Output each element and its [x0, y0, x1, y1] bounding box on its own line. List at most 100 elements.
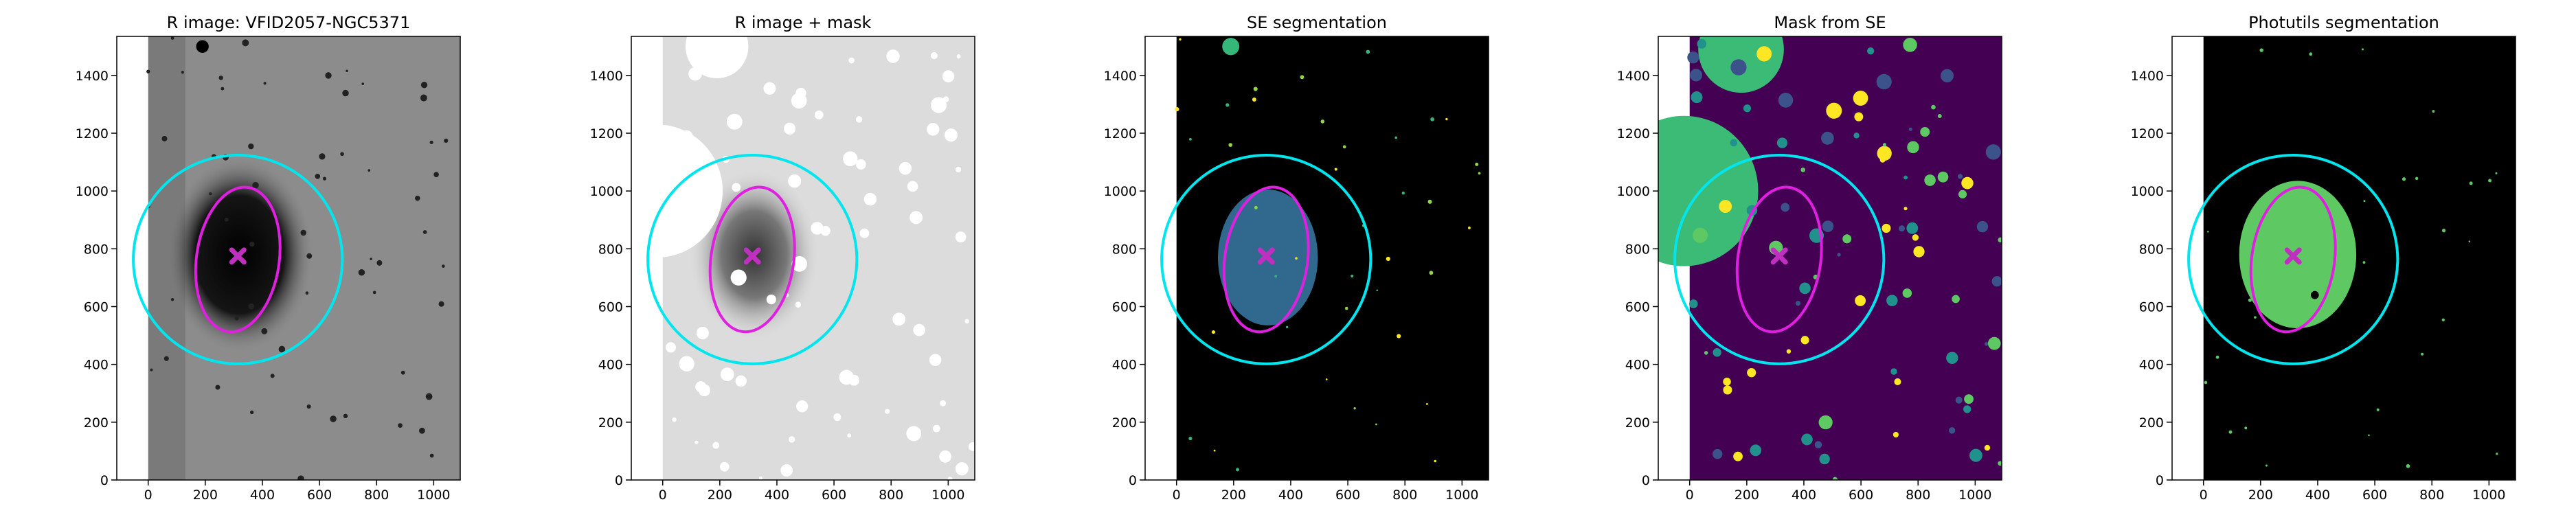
blob [859, 228, 870, 238]
panel-title: Photutils segmentation [2248, 13, 2439, 32]
blob [679, 356, 694, 372]
blob [372, 290, 376, 295]
blob [224, 218, 229, 222]
panel-title: Mask from SE [1774, 13, 1886, 32]
blob [909, 211, 923, 225]
blob [2432, 110, 2435, 113]
blob [1719, 200, 1732, 214]
blob [1937, 113, 1942, 119]
blob [438, 301, 444, 307]
blob [2323, 280, 2325, 284]
blob [1963, 405, 1971, 413]
blob [2406, 464, 2410, 468]
blob [1855, 295, 1866, 306]
x-tick-label: 200 [1735, 488, 1759, 503]
image [1145, 36, 1489, 480]
y-tick-label: 0 [100, 473, 109, 488]
blob [150, 368, 153, 371]
blob [942, 70, 955, 82]
x-tick-label: 1000 [931, 488, 964, 503]
ellipse [2187, 153, 2399, 365]
blob [418, 427, 425, 434]
center-marker [743, 247, 761, 265]
blob [146, 69, 150, 73]
y-tick-label: 400 [2139, 358, 2164, 373]
blob [788, 436, 795, 443]
ellipse [1735, 185, 1823, 334]
blob [1188, 137, 1192, 141]
blob [712, 442, 720, 449]
blob [1285, 325, 1289, 329]
blob [1445, 117, 1448, 121]
y-tick-label: 400 [598, 358, 623, 373]
blob [1800, 168, 1806, 172]
axes-frame [116, 36, 461, 481]
blob [234, 316, 239, 321]
blob [1175, 106, 1179, 112]
ellipse [708, 185, 796, 334]
y-tick-label: 400 [84, 358, 109, 373]
x-tick-label: 1000 [417, 488, 450, 503]
blob [735, 375, 747, 387]
blob [814, 110, 824, 119]
blob [855, 159, 866, 170]
y-tick-label: 1200 [1617, 126, 1650, 141]
y-tick-label: 400 [1625, 358, 1650, 373]
blob [795, 87, 806, 99]
blob [1908, 127, 1912, 131]
blob [1955, 396, 1963, 404]
blob [2254, 316, 2257, 319]
blob [1924, 174, 1936, 186]
blob [697, 200, 701, 204]
y-tick-label: 800 [2139, 242, 2164, 257]
blob [1853, 133, 1860, 139]
blob [1941, 69, 1954, 82]
blob [1822, 220, 1834, 233]
blob [719, 461, 730, 472]
blob [1969, 448, 1982, 462]
x-tick-label: 600 [2362, 488, 2387, 503]
x-tick-label: 1000 [2472, 488, 2505, 503]
blob [1475, 162, 1479, 166]
x-tick-label: 0 [144, 488, 152, 503]
blob [955, 166, 962, 173]
blob [1252, 98, 1256, 102]
blob [1998, 237, 2002, 243]
image [631, 36, 975, 480]
blob [907, 181, 918, 192]
blob [863, 192, 877, 206]
blob [1799, 282, 1811, 295]
blob [1478, 172, 1481, 175]
blob [343, 413, 348, 419]
blob [1957, 174, 1963, 179]
blob [1987, 336, 2001, 350]
x-tick-label: 600 [1849, 488, 1873, 503]
blob [342, 89, 349, 97]
blob [1853, 91, 1868, 106]
blob [1920, 126, 1930, 137]
blob [1976, 220, 1989, 233]
x-tick-label: 600 [307, 488, 332, 503]
blob [766, 294, 776, 305]
blob [2376, 408, 2380, 411]
blob [1697, 38, 1707, 49]
ellipse [2249, 185, 2337, 334]
blob [1819, 453, 1830, 465]
blob [1903, 207, 1908, 211]
blob [696, 326, 709, 340]
blob [1946, 352, 1958, 365]
ellipse [194, 185, 282, 334]
blob [330, 415, 337, 422]
blob [1658, 115, 1759, 266]
blob [370, 258, 372, 260]
blob [1961, 176, 1974, 190]
blob [931, 97, 947, 113]
y-tick-label: 200 [2139, 415, 2164, 431]
blob [939, 450, 951, 463]
blob [1688, 299, 1698, 308]
blob [783, 122, 796, 135]
blob [833, 413, 841, 422]
center-marker [229, 247, 247, 265]
ellipse [132, 153, 344, 365]
blob [1253, 87, 1258, 91]
